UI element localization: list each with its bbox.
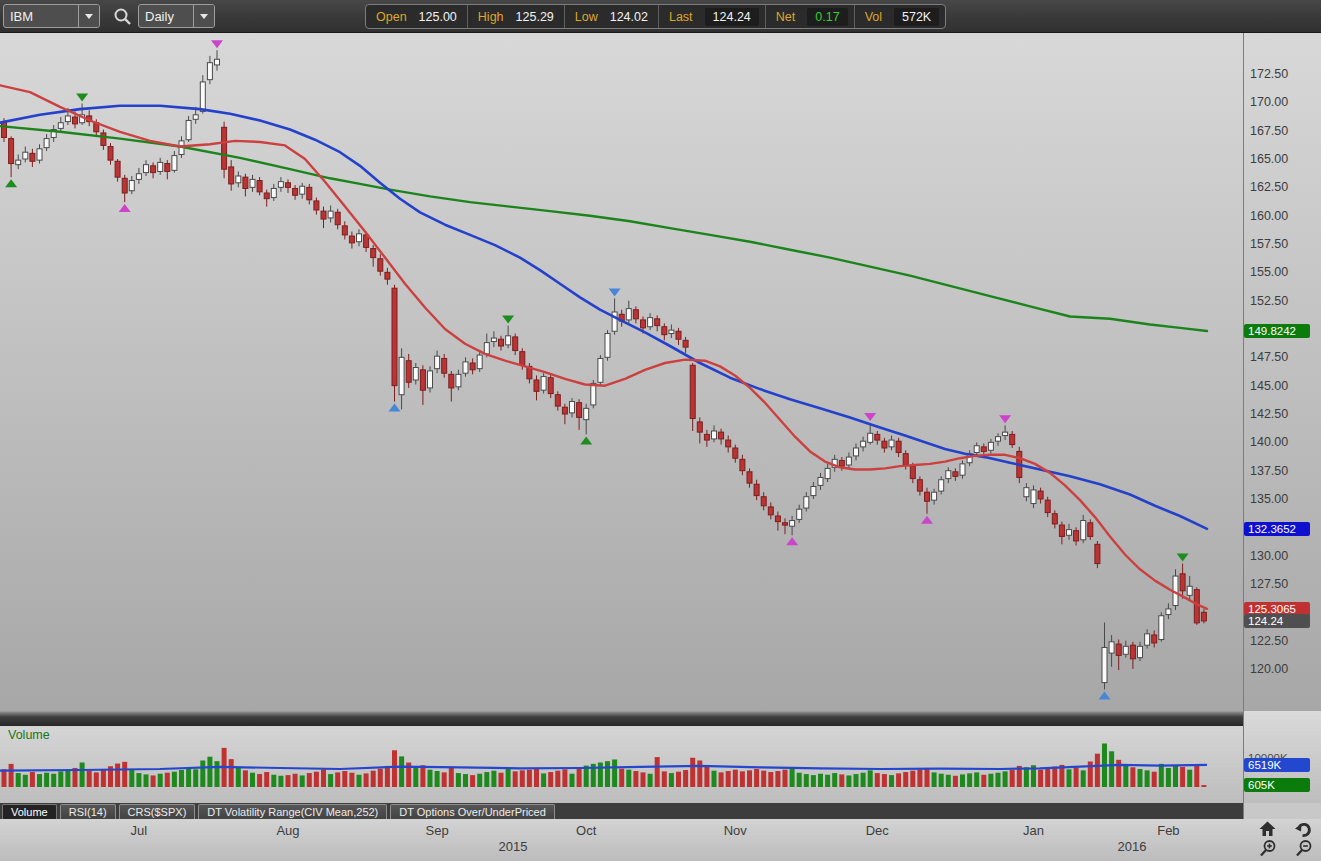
price-axis-label: 130.00 <box>1250 549 1310 563</box>
undo-arrow-icon <box>1294 821 1312 838</box>
quote-value: 124.24 <box>705 8 759 26</box>
price-axis-label: 157.50 <box>1250 237 1310 251</box>
price-axis-label: 170.00 <box>1250 95 1310 109</box>
price-axis-label: 155.00 <box>1250 265 1310 279</box>
price-axis-label: 167.50 <box>1250 124 1310 138</box>
year-label: 2015 <box>483 839 543 854</box>
month-label: Aug <box>258 823 318 838</box>
symbol-combobox[interactable]: IBM <box>3 4 100 28</box>
price-axis-label: 137.50 <box>1250 464 1310 478</box>
quote-value: 124.02 <box>610 10 648 24</box>
interval-dropdown-button[interactable] <box>193 5 214 27</box>
price-tag: 149.8242 <box>1244 324 1310 338</box>
interval-combobox[interactable]: Daily <box>138 4 215 28</box>
price-axis-label: 122.50 <box>1250 634 1310 648</box>
indicator-tabs: VolumeRSI(14)CRS($SPX)DT Volatility Rang… <box>0 803 1243 819</box>
home-button[interactable] <box>1258 821 1276 839</box>
tab-rsi-14-[interactable]: RSI(14) <box>60 804 116 819</box>
time-axis[interactable]: Jul Aug Sep Oct Nov Dec Jan Feb 2015 2016 <box>0 819 1321 861</box>
home-icon <box>1259 821 1276 837</box>
volume-tag: 6519K <box>1244 758 1310 772</box>
quote-label: High <box>478 10 504 24</box>
tab-dt-options-over-underpriced[interactable]: DT Options Over/UnderPriced <box>390 804 555 819</box>
month-label: Feb <box>1138 823 1198 838</box>
symbol-dropdown-button[interactable] <box>78 5 99 27</box>
axis-separator-line <box>1243 33 1244 819</box>
chevron-down-icon <box>200 14 208 19</box>
quote-bar: Open 125.00 High 125.29 Low 124.02 Last 124.24 N… <box>365 4 946 29</box>
quote-field-open: Open 125.00 <box>366 5 468 28</box>
candlestick-chart[interactable] <box>0 33 1243 715</box>
month-label: Dec <box>847 823 907 838</box>
symbol-value: IBM <box>4 5 78 27</box>
zoom-in-icon <box>1259 840 1276 857</box>
price-axis-label: 120.00 <box>1250 662 1310 676</box>
price-axis-label: 140.00 <box>1250 435 1310 449</box>
price-axis-label: 147.50 <box>1250 350 1310 364</box>
quote-value: 572K <box>894 8 939 26</box>
price-tag: 132.3652 <box>1244 522 1310 536</box>
price-axis-label: 142.50 <box>1250 407 1310 421</box>
price-axis-label: 160.00 <box>1250 209 1310 223</box>
month-label: Nov <box>705 823 765 838</box>
price-axis-label: 135.00 <box>1250 492 1310 506</box>
quote-field-last: Last 124.24 <box>659 5 766 28</box>
quote-field-vol: Vol 572K <box>855 5 946 28</box>
year-label: 2016 <box>1102 839 1162 854</box>
quote-label: Net <box>776 10 795 24</box>
price-tag: 124.24 <box>1244 614 1310 628</box>
zoom-in-button[interactable] <box>1258 840 1276 858</box>
search-button[interactable] <box>106 5 130 28</box>
chart-nav-toolbar <box>1252 821 1318 859</box>
price-axis-label: 165.00 <box>1250 152 1310 166</box>
quote-label: Last <box>669 10 693 24</box>
zoom-out-icon <box>1295 840 1312 857</box>
price-axis-label: 162.50 <box>1250 180 1310 194</box>
month-label: Jan <box>1004 823 1064 838</box>
price-axis-label: 145.00 <box>1250 379 1310 393</box>
quote-label: Vol <box>865 10 882 24</box>
reset-zoom-button[interactable] <box>1294 821 1312 839</box>
zoom-out-button[interactable] <box>1294 840 1312 858</box>
tab-volume[interactable]: Volume <box>2 804 57 819</box>
toolbar: IBM Daily Open125.00High125.29Low124.02L… <box>0 0 1321 33</box>
month-label: Jul <box>109 823 169 838</box>
quote-label: Low <box>575 10 598 24</box>
price-axis-label: 172.50 <box>1250 67 1310 81</box>
month-label: Oct <box>556 823 616 838</box>
tab-dt-volatility-range-civ-mean-252-[interactable]: DT Volatility Range(CIV Mean,252) <box>198 804 387 819</box>
tab-crs-spx-[interactable]: CRS($SPX) <box>119 804 196 819</box>
volume-tag: 605K <box>1244 778 1310 792</box>
search-icon <box>112 6 134 28</box>
quote-value: 125.29 <box>516 10 554 24</box>
month-label: Sep <box>407 823 467 838</box>
panel-splitter[interactable] <box>0 711 1243 726</box>
quote-field-low: Low 124.02 <box>565 5 659 28</box>
quote-value: 125.00 <box>419 10 457 24</box>
volume-panel-title: Volume <box>8 728 50 742</box>
interval-value: Daily <box>139 5 193 27</box>
quote-field-net: Net 0.17 <box>766 5 855 28</box>
quote-value: 0.17 <box>807 8 847 26</box>
price-axis-label: 127.50 <box>1250 577 1310 591</box>
price-axis-label: 152.50 <box>1250 294 1310 308</box>
quote-label: Open <box>376 10 407 24</box>
price-chart-panel[interactable] <box>0 33 1321 711</box>
quote-field-high: High 125.29 <box>468 5 565 28</box>
chevron-down-icon <box>85 14 93 19</box>
